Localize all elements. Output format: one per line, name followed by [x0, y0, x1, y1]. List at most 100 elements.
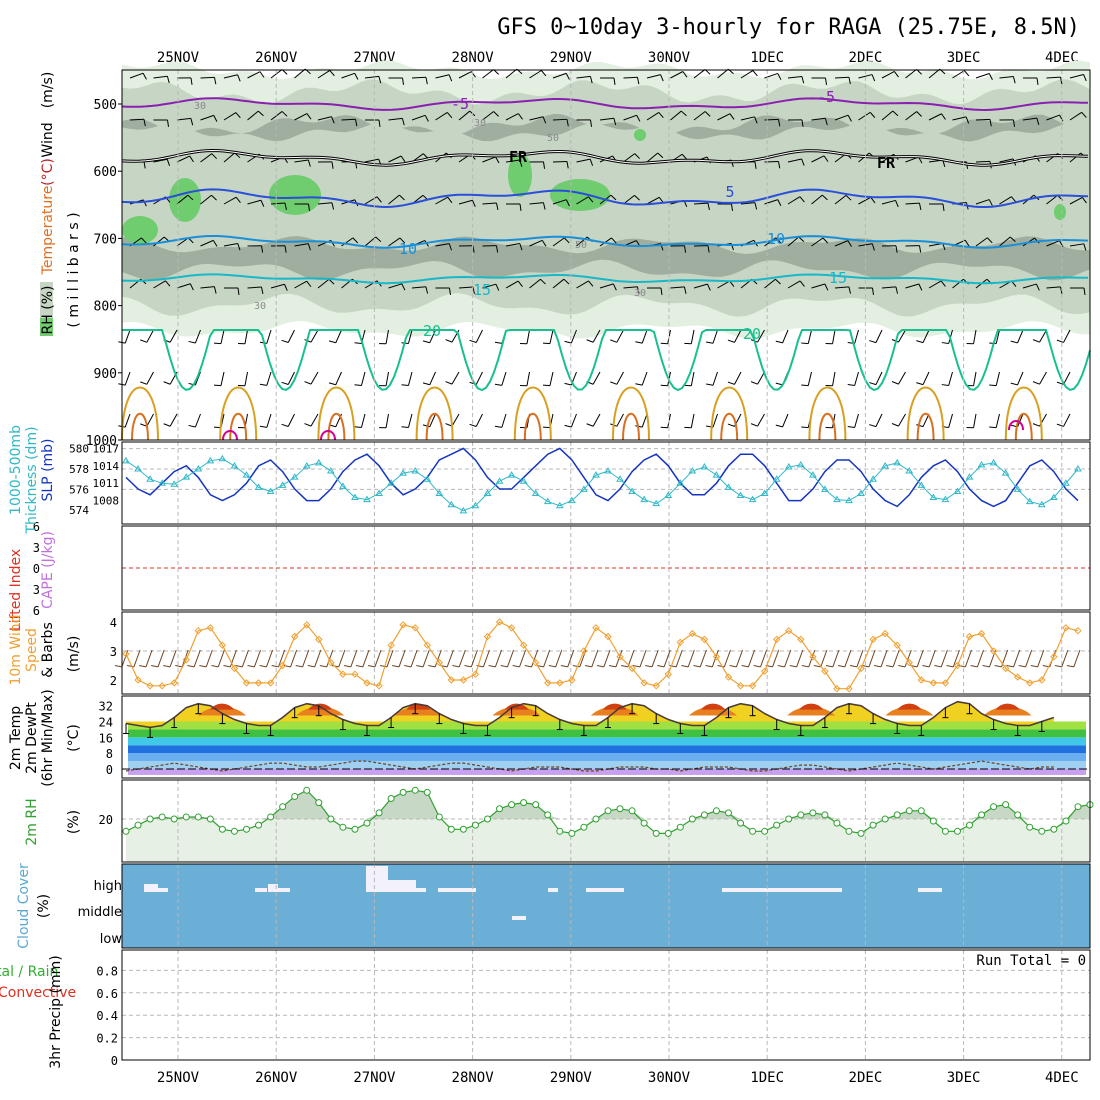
thickness-marker [724, 483, 733, 490]
label-wind10m-unit: (m/s) [66, 636, 82, 673]
wind-speed-marker [363, 679, 371, 687]
wind-speed-marker [182, 655, 190, 664]
wind-barb-flag [375, 236, 382, 243]
wind-barb [317, 278, 330, 289]
wind-barb [529, 70, 542, 79]
label-rh: RH (%) [40, 286, 56, 335]
wind-barb-flag [496, 245, 499, 253]
wind-barb-flag [1012, 76, 1016, 84]
wind-barb-flag [942, 203, 945, 211]
rh2m-panel: 20 [99, 779, 1094, 863]
wind-barb-flag [163, 664, 171, 668]
isotherm-25 [1004, 386, 1043, 441]
wind-barb [385, 413, 389, 428]
wind-barb [407, 329, 413, 344]
isotherm-25 [219, 386, 258, 441]
wind-barb [482, 202, 497, 205]
wind-barb-flag [706, 383, 714, 386]
wind-barb [616, 329, 624, 343]
wind-barb-flag [259, 664, 267, 668]
wind-speed-marker [1001, 664, 1010, 673]
wind-barb-flag [636, 77, 640, 85]
wind-barb-flag [284, 284, 288, 291]
pressure-tick-label: 500 [94, 98, 117, 113]
wind-barb-flag [401, 426, 409, 429]
wind-barb-flag [799, 196, 805, 203]
wind-barb [411, 114, 426, 121]
wind-barb-flag [237, 243, 241, 251]
wind-barb [764, 278, 776, 289]
wind-speed-marker [1038, 676, 1046, 684]
wind-barb [787, 280, 801, 289]
wind-barb [928, 68, 941, 79]
wind-barb [506, 649, 515, 668]
wind-barb [294, 159, 309, 163]
wind-barb-flag [729, 113, 735, 120]
rh-marker [797, 811, 805, 819]
wind-barb [133, 649, 141, 668]
wind-barb-flag [141, 237, 147, 244]
panel-frame [121, 441, 1091, 525]
wind-barb [294, 68, 306, 79]
rh-marker [652, 829, 660, 837]
wind-barb [435, 243, 450, 247]
temp-hotter-cap [799, 703, 824, 710]
wind-barb [1022, 283, 1037, 289]
wind-barb [505, 113, 519, 121]
thickness-marker [748, 495, 757, 503]
wind-barb [429, 413, 436, 427]
wind-barb [200, 286, 215, 289]
wind-barb [266, 413, 272, 428]
thickness-marker [628, 487, 636, 494]
wind-barb-flag [823, 155, 829, 162]
thickness-marker [555, 501, 564, 509]
wind-speed-marker [676, 638, 685, 647]
wind-barb-flag [524, 664, 532, 668]
wind-barb [639, 649, 647, 668]
cloud-cover-field [122, 864, 1090, 948]
wind-barb-flag [566, 119, 569, 127]
thickness-marker [953, 487, 962, 494]
rh-marker [315, 799, 323, 807]
wind-barb [451, 413, 460, 427]
pressure-tick-label: 600 [94, 165, 117, 180]
wind-barb-flag [235, 112, 241, 119]
wind-barb-flag [589, 76, 593, 84]
wind-barb [200, 114, 214, 121]
wind-barb [194, 329, 201, 344]
lifted-tick-label: 3 [33, 583, 40, 597]
wind-barb [975, 237, 988, 247]
wind-barb [646, 152, 659, 163]
wind-barb [482, 649, 490, 668]
wind-barb-flag [1054, 664, 1062, 668]
wind-barb [244, 371, 248, 386]
wind-barb [811, 117, 826, 121]
wind-barb [317, 116, 332, 121]
label-lifted: Lifted Index [8, 549, 24, 631]
wind-barb-flag [941, 342, 949, 344]
wind-barb-flag [847, 114, 852, 122]
thickness-marker [929, 493, 938, 501]
wind-barb-flag [493, 111, 499, 117]
wind-barb [407, 371, 413, 386]
wind-barb [549, 371, 554, 386]
wind-barb-flag [586, 339, 594, 343]
temp-color-band [128, 729, 1086, 738]
wind-barb-flag [824, 118, 828, 126]
wind-barb [229, 649, 237, 668]
wind-barb-flag [893, 71, 899, 78]
isotherm-30 [622, 412, 640, 441]
wind-barb-flag [1081, 197, 1087, 204]
wind-barb [712, 413, 718, 428]
wind-barb [690, 413, 695, 428]
wind-barb [1025, 649, 1033, 668]
thickness-marker [977, 460, 986, 468]
wind-barb [663, 649, 671, 668]
rh-marker [351, 825, 359, 833]
wind-barb-flag [633, 664, 641, 668]
panel-bg [122, 612, 1090, 694]
wind-barb [952, 278, 964, 289]
wind-barb [526, 329, 530, 344]
wind-barb [278, 649, 286, 668]
wind-barb [623, 153, 636, 163]
